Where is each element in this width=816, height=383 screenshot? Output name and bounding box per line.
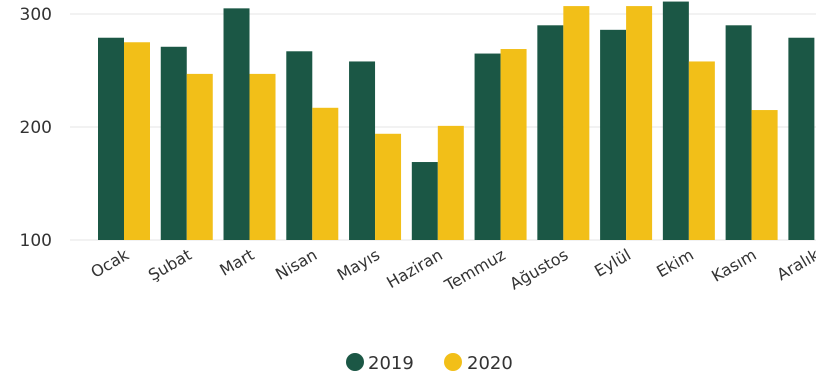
x-tick-label: Temmuz — [441, 245, 509, 295]
legend-label-2020: 2020 — [467, 353, 513, 374]
bar-2020-ağustos — [563, 6, 590, 241]
bar-2020-haziran — [437, 125, 464, 240]
legend-label-2019: 2019 — [368, 353, 414, 374]
x-tick-label: Nisan — [272, 245, 320, 284]
y-tick-label: 300 — [20, 5, 52, 25]
x-tick-label: Ekim — [653, 245, 697, 281]
bar-2019-nisan — [286, 51, 313, 240]
bar-2019-mart — [223, 8, 250, 240]
x-tick-label: Ocak — [87, 245, 132, 282]
x-tick-label: Eylül — [591, 245, 634, 281]
bar-2020-eylül — [626, 6, 653, 241]
x-tick-label: Mart — [216, 245, 257, 280]
y-tick-label: 200 — [20, 118, 52, 138]
bar-2020-ocak — [124, 42, 150, 240]
x-tick-label: Ağustos — [506, 245, 571, 293]
x-tick-label: Kasım — [708, 245, 759, 286]
bar-2019-aralık — [788, 37, 815, 241]
bar-2020-mart — [249, 73, 276, 240]
bar-2019-haziran — [411, 162, 438, 240]
y-tick-label: 100 — [20, 231, 52, 251]
bar-2019-kasım — [725, 25, 752, 240]
bar-2020-şubat — [186, 73, 213, 240]
bar-2019-eylül — [600, 29, 627, 240]
bar-2020-ekim — [688, 61, 715, 241]
legend-marker-2020 — [444, 353, 462, 371]
x-tick-label: Şubat — [145, 245, 195, 285]
bar-2020-mayıs — [375, 133, 402, 240]
bar-2019-temmuz — [474, 53, 501, 240]
bar-2019-mayıs — [349, 61, 376, 241]
bar-2020-kasım — [751, 110, 778, 240]
bar-2019-ağustos — [537, 25, 564, 240]
bars — [98, 1, 815, 241]
legend: 2019 2020 — [346, 353, 513, 374]
y-axis: 100 200 300 — [20, 5, 52, 251]
x-axis: Ocak Şubat Mart Nisan Mayıs HaziranTemmuzAğus… — [87, 245, 816, 296]
x-tick-label: Mayıs — [334, 245, 383, 284]
legend-marker-2019 — [346, 353, 364, 371]
bar-2019-ekim — [662, 1, 689, 240]
bar-2019-şubat — [160, 46, 187, 240]
bar-2020-temmuz — [500, 49, 527, 240]
bar-2019-ocak — [98, 37, 124, 241]
x-tick-label: Haziran — [383, 245, 446, 292]
x-tick-label: Aralık — [774, 245, 816, 285]
bar-2020-nisan — [312, 107, 339, 240]
